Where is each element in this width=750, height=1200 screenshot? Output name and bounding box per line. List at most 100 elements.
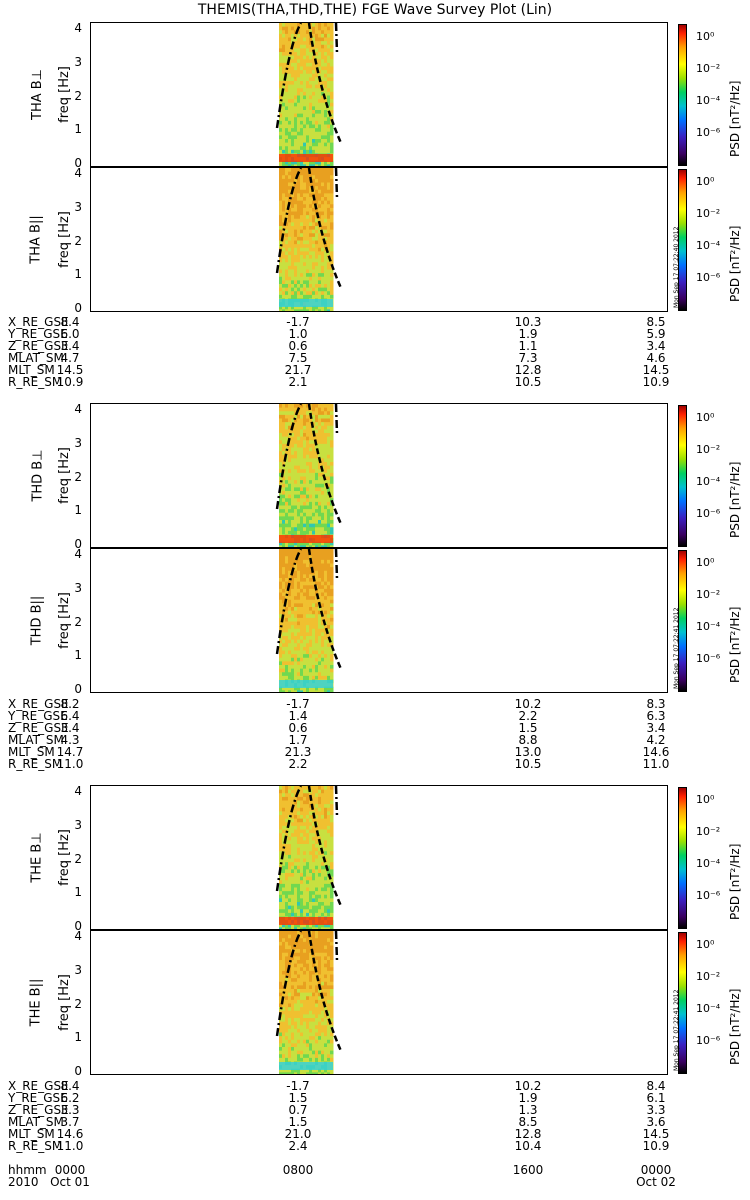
spectrogram-cell — [282, 1010, 286, 1015]
spectrogram-cell — [303, 815, 307, 820]
spectrogram-cell — [321, 603, 325, 608]
spectrogram-cell — [300, 570, 304, 575]
spectrogram-cell — [330, 222, 334, 227]
spectrogram-cell — [318, 804, 322, 809]
spectrogram-cell — [303, 494, 307, 499]
spectrogram-cell — [282, 128, 286, 133]
spectrogram-cell — [324, 869, 328, 874]
spectrogram-cell — [306, 447, 310, 452]
spectrogram-cell — [282, 876, 286, 881]
spectrogram-cell — [300, 447, 304, 452]
spectrogram-cell — [303, 956, 307, 961]
y-tick-label: 1 — [74, 267, 82, 282]
spectrogram-cell — [285, 865, 289, 870]
spectrogram-cell — [330, 621, 334, 626]
spectrogram-cell — [288, 654, 292, 659]
spectrogram-cell — [291, 923, 295, 928]
spectrogram-cell — [303, 244, 307, 249]
spectrogram-cell — [327, 226, 331, 231]
orbit-param-value: 2.1 — [288, 375, 308, 389]
spectrogram-cell — [291, 825, 295, 830]
spectrogram-cell — [282, 829, 286, 834]
spectrogram-cell — [282, 440, 286, 445]
spectrogram-cell — [303, 970, 307, 975]
spectrogram-cell — [321, 106, 325, 111]
spectrogram-cell — [294, 1010, 298, 1015]
spectrogram-cell — [321, 639, 325, 644]
spectrogram-cell — [315, 102, 319, 107]
spectrogram-cell — [309, 73, 313, 78]
spectrogram-cell — [321, 480, 325, 485]
spectrogram-cell — [312, 621, 316, 626]
spectrogram-cell — [306, 265, 310, 270]
y-tick-label: 4 — [74, 21, 82, 35]
spectrogram-cell — [312, 661, 316, 666]
spectrogram-cell — [318, 178, 322, 183]
spectrogram-cell — [279, 491, 283, 496]
spectrogram-cell — [327, 487, 331, 492]
spectrogram-cell — [294, 833, 298, 838]
spectrogram-cell — [309, 945, 313, 950]
spectrogram-cell — [279, 1032, 283, 1037]
spectrogram-cell — [312, 686, 316, 691]
spectrogram-cell — [318, 923, 322, 928]
spectrogram-cell — [294, 807, 298, 812]
spectrogram-cell — [327, 833, 331, 838]
spectrogram-cell — [285, 675, 289, 680]
spectrogram-cell — [285, 523, 289, 528]
spectrogram-cell — [324, 454, 328, 459]
spectrogram-cell — [330, 807, 334, 812]
spectrogram-cell — [303, 1014, 307, 1019]
spectrogram-cell — [321, 273, 325, 278]
spectrogram-cell — [300, 433, 304, 438]
spectrogram-cell — [279, 549, 283, 554]
spectrogram-cell — [306, 244, 310, 249]
spectrogram-cell — [315, 106, 319, 111]
spectrogram-cell — [324, 520, 328, 525]
spectrogram-cell — [309, 527, 313, 532]
spectrogram-cell — [285, 139, 289, 144]
spectrogram-cell — [318, 559, 322, 564]
spectrogram-cell — [288, 280, 292, 285]
spectrogram-cell — [303, 836, 307, 841]
spectrogram-cell — [318, 927, 322, 929]
spectrogram-cell — [318, 462, 322, 467]
spectrogram-cell — [315, 847, 319, 852]
spectrogram-cell — [306, 135, 310, 140]
spectrogram-cell — [327, 258, 331, 263]
spectrogram-cell — [285, 639, 289, 644]
spectrogram-cell — [300, 880, 304, 885]
spectrogram-cell — [315, 41, 319, 46]
spectrogram-cell — [285, 30, 289, 35]
spectrogram-cell — [315, 574, 319, 579]
spectrogram-cell — [327, 796, 331, 801]
spectrogram-cell — [282, 462, 286, 467]
spectrogram-cell — [330, 226, 334, 231]
spectrogram-cell — [324, 800, 328, 805]
spectrogram-cell — [297, 945, 301, 950]
spectrogram-cell — [303, 294, 307, 299]
spectrogram-cell — [306, 1003, 310, 1008]
spectrogram-cell — [315, 789, 319, 794]
spectrogram-cell — [321, 643, 325, 648]
spectrogram-cell — [324, 563, 328, 568]
spectrogram-cell — [318, 52, 322, 57]
spectrogram-cell — [294, 1014, 298, 1019]
spectrogram-cell — [300, 661, 304, 666]
spectrogram-cell — [318, 523, 322, 528]
spectrogram-cell — [291, 81, 295, 86]
spectrogram-cell — [279, 836, 283, 841]
spectrogram-cell — [306, 476, 310, 481]
spectrogram-cell — [297, 469, 301, 474]
spectrogram-cell — [315, 1039, 319, 1044]
spectrogram-cell — [291, 52, 295, 57]
spectrogram-cell — [279, 862, 283, 867]
spectrogram-cell — [300, 236, 304, 241]
spectrogram-cell — [327, 77, 331, 82]
spectrogram-cell — [318, 833, 322, 838]
spectrogram-cell — [318, 516, 322, 521]
spectrogram-cell — [330, 146, 334, 151]
orbit-param-value: 6.0 — [60, 327, 80, 341]
orbit-param-name: Y_RE_GSE — [8, 709, 68, 723]
spectrogram-cell — [291, 55, 295, 60]
